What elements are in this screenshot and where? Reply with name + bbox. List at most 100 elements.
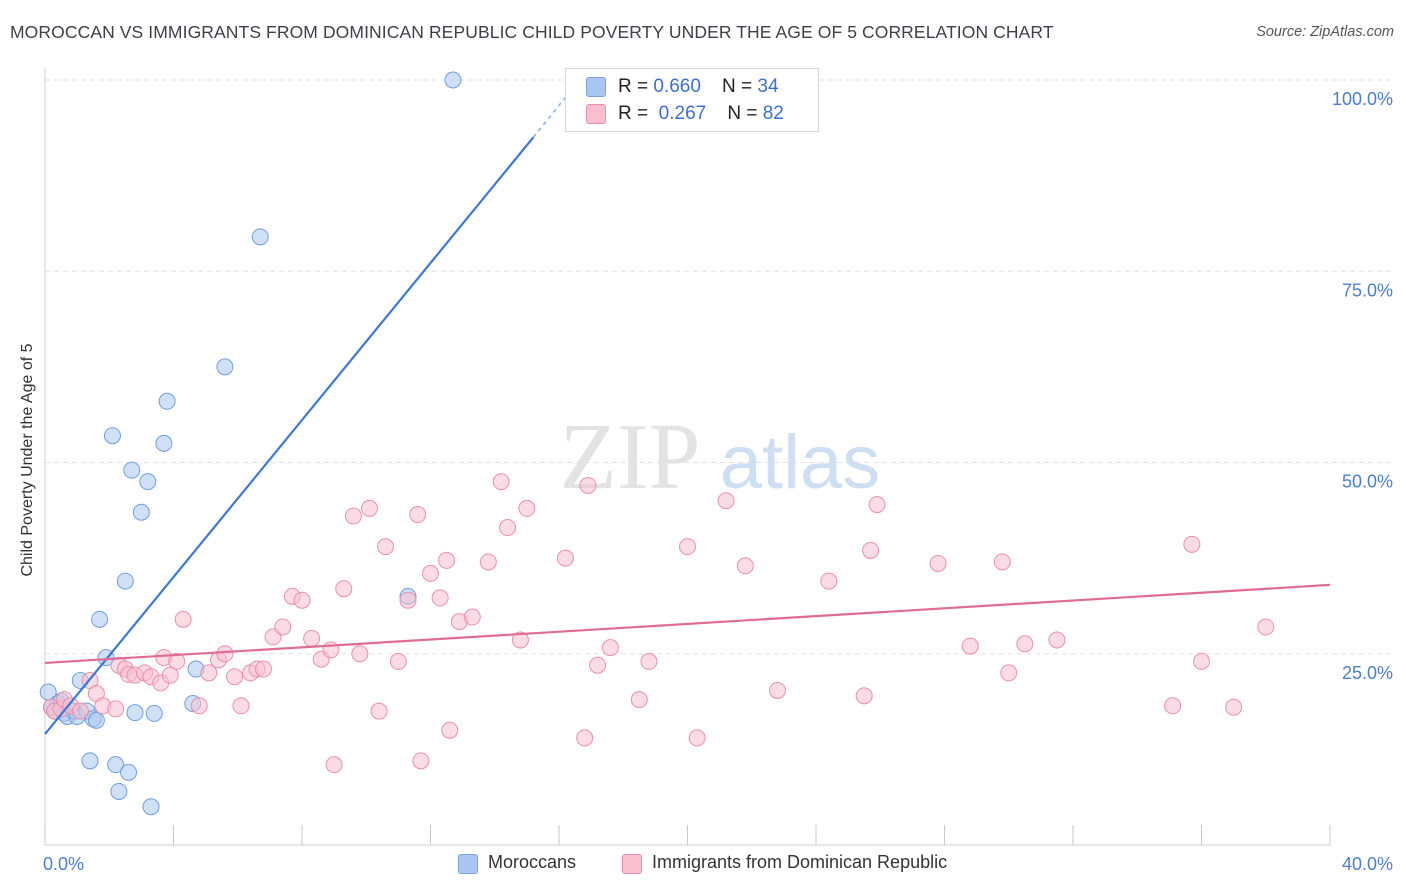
point-dominican: [344, 507, 362, 525]
point-moroccans: [107, 756, 125, 774]
stats-legend: R = 0.660 N = 34 R = 0.267 N = 82: [565, 68, 819, 132]
chart-title: MOROCCAN VS IMMIGRANTS FROM DOMINICAN RE…: [10, 22, 1054, 42]
x-tick-label: 0.0%: [43, 854, 84, 874]
point-moroccans: [126, 704, 144, 722]
point-dominican: [929, 554, 947, 572]
point-dominican: [1048, 631, 1066, 649]
x-tick-label: 40.0%: [1342, 854, 1393, 874]
point-moroccans: [158, 392, 176, 410]
legend-swatch-dominican: [622, 854, 642, 874]
r-value: 0.660: [653, 76, 701, 97]
point-dominican: [589, 656, 607, 674]
tick-labels: 25.0% 50.0% 75.0% 100.0% 0.0% 40.0%: [43, 89, 1393, 874]
point-dominican: [1183, 535, 1201, 553]
legend-swatch-dominican: [586, 104, 606, 124]
trend-line-moroccans: [44, 136, 535, 735]
point-moroccans: [87, 711, 105, 729]
point-dominican: [431, 589, 449, 607]
point-dominican: [993, 553, 1011, 571]
point-dominican: [820, 572, 838, 590]
point-dominican: [422, 564, 439, 582]
point-dominican: [325, 756, 343, 774]
point-dominican: [868, 496, 886, 514]
legend-label: Moroccans: [488, 852, 577, 872]
point-dominican: [303, 629, 321, 647]
point-moroccans: [444, 71, 462, 89]
point-dominican: [335, 580, 353, 598]
point-dominican: [226, 668, 244, 686]
point-dominican: [107, 700, 125, 718]
n-value: 82: [762, 103, 784, 124]
trend-line-extension: [532, 84, 576, 138]
point-moroccans: [216, 358, 234, 376]
point-moroccans: [145, 704, 163, 722]
point-dominican: [1257, 618, 1275, 636]
point-dominican: [168, 652, 186, 670]
legend-label: Immigrants from Dominican Republic: [652, 852, 948, 872]
source-label: Source: ZipAtlas.com: [1256, 24, 1394, 40]
watermark-atlas: atlas: [720, 420, 881, 505]
point-dominican: [492, 473, 510, 491]
point-dominican: [717, 492, 735, 510]
point-moroccans: [116, 572, 134, 590]
point-moroccans: [120, 763, 138, 781]
point-dominican: [768, 681, 786, 699]
point-dominican: [1225, 698, 1243, 716]
point-dominican: [161, 666, 179, 684]
point-dominican: [499, 519, 517, 537]
point-dominican: [855, 687, 873, 705]
point-dominican: [216, 645, 234, 663]
point-moroccans: [155, 434, 173, 452]
point-dominican: [71, 702, 89, 720]
series-legend: Moroccans Immigrants from Dominican Repu…: [0, 852, 1406, 878]
point-dominican: [441, 721, 459, 739]
point-dominican: [576, 729, 594, 747]
point-moroccans: [91, 610, 109, 628]
watermark-zip: ZIP: [560, 405, 701, 509]
point-dominican: [412, 752, 430, 770]
r-value: 0.267: [658, 103, 707, 124]
point-dominican: [511, 631, 529, 649]
point-dominican: [232, 697, 250, 715]
point-dominican: [274, 618, 292, 636]
point-dominican: [174, 610, 192, 628]
point-dominican: [377, 538, 395, 556]
point-dominican: [190, 697, 208, 715]
point-moroccans: [251, 228, 269, 246]
point-dominican: [961, 637, 979, 655]
point-dominican: [399, 591, 417, 609]
n-value: 34: [757, 76, 779, 97]
data-points: [39, 71, 1275, 816]
stats-text: R = 0.267 N = 82: [618, 103, 784, 124]
point-moroccans: [123, 461, 141, 479]
legend-swatch-moroccans: [458, 854, 478, 874]
trend-lines: [44, 84, 1331, 735]
y-tick-label: 100.0%: [1332, 89, 1393, 109]
point-dominican: [438, 551, 456, 569]
point-moroccans: [110, 782, 128, 800]
point-dominican: [254, 660, 272, 678]
trend-line-dominican: [44, 583, 1331, 665]
point-dominican: [463, 608, 481, 626]
point-dominican: [640, 652, 658, 670]
point-dominican: [518, 499, 536, 517]
point-moroccans: [132, 503, 150, 521]
y-tick-label: 75.0%: [1342, 280, 1393, 300]
point-dominican: [409, 506, 427, 524]
stats-text: R = 0.660 N = 34: [618, 76, 779, 97]
point-dominican: [389, 652, 407, 670]
point-moroccans: [142, 798, 160, 816]
point-dominican: [630, 691, 648, 709]
watermark: ZIP atlas: [560, 405, 881, 509]
point-dominican: [293, 591, 311, 609]
point-moroccans: [81, 752, 99, 770]
point-dominican: [200, 664, 218, 682]
point-dominican: [736, 557, 754, 575]
point-moroccans: [103, 427, 121, 445]
legend-swatch-moroccans: [586, 77, 606, 97]
point-dominican: [360, 499, 378, 517]
point-dominican: [688, 729, 706, 747]
y-tick-label: 25.0%: [1342, 663, 1393, 683]
point-dominican: [351, 645, 369, 663]
